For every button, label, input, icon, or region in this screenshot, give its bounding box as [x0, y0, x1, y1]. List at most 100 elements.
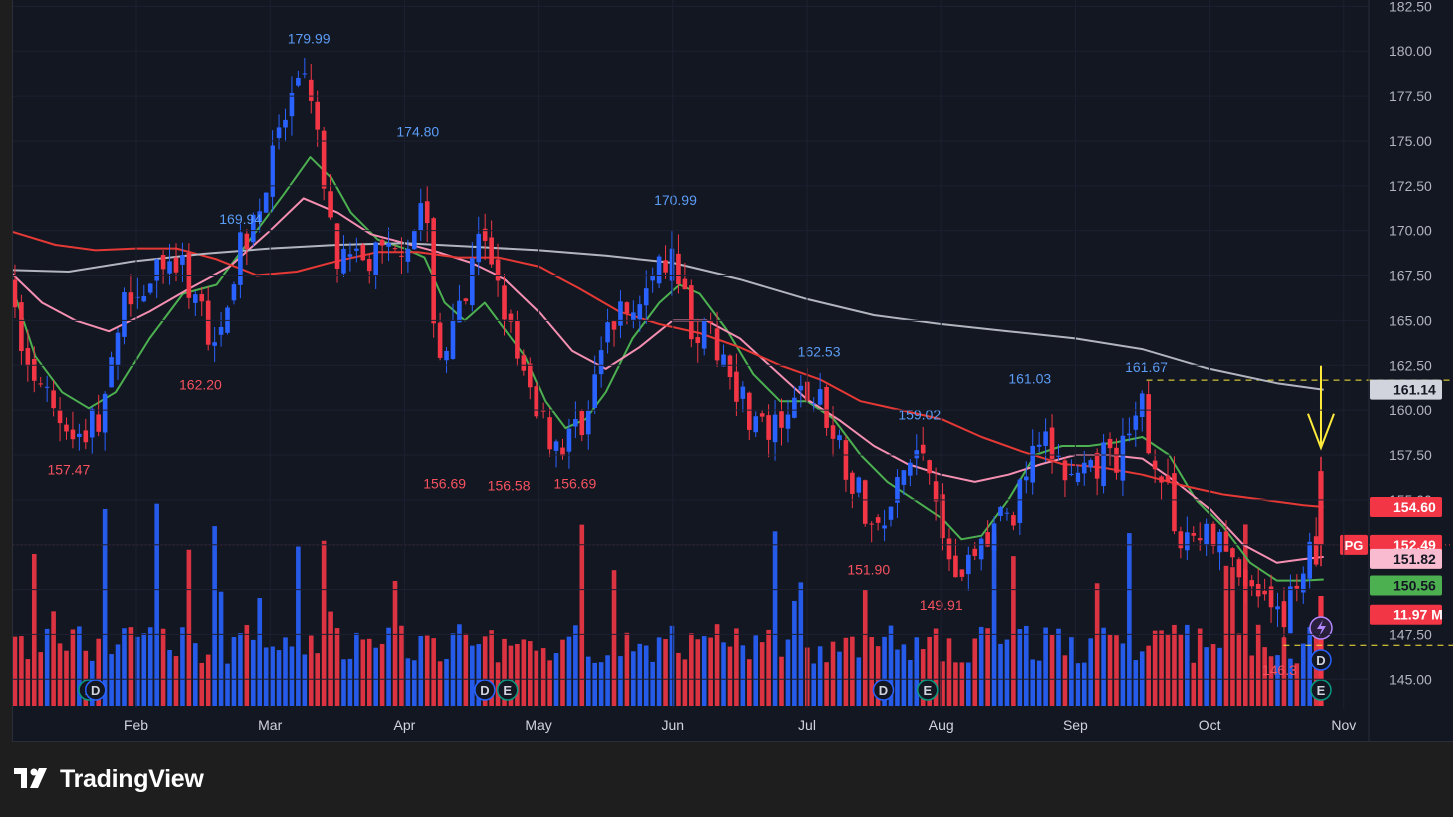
candle [1069, 473, 1074, 475]
candle [1120, 435, 1126, 481]
candle [843, 440, 849, 480]
candle [412, 230, 417, 250]
volume-bar [321, 540, 327, 706]
volume-bar [257, 598, 263, 706]
candle [77, 433, 82, 438]
volume-bar [173, 656, 179, 706]
candle [746, 392, 752, 430]
candle [682, 278, 688, 290]
volume-bar [141, 633, 147, 706]
volume-bar [1185, 624, 1190, 706]
chart-panel[interactable]: 169.94 179.99 174.80 170.99 162.53 159.02 161.… [12, 0, 1453, 742]
volume-bar [238, 633, 243, 706]
volume-bar [366, 638, 372, 706]
candle [180, 255, 185, 265]
candle [598, 350, 604, 375]
price-tick-label: 182.50 [1389, 0, 1432, 14]
dividend-event-icon[interactable]: D [84, 679, 107, 701]
price-badge-label: 154.60 [1393, 499, 1436, 515]
volume-bars [13, 503, 1324, 706]
candle [296, 77, 301, 86]
candle [656, 256, 662, 284]
candle [547, 417, 552, 450]
candle [753, 416, 759, 433]
volume-bar [1114, 635, 1119, 706]
month-tick-label: Feb [124, 717, 148, 733]
candle [663, 260, 668, 273]
candle [1101, 442, 1106, 487]
volume-bar [927, 636, 932, 706]
candle [115, 332, 121, 366]
volume-bar [109, 654, 114, 706]
price-chart[interactable]: 169.94 179.99 174.80 170.99 162.53 159.02 161.… [13, 0, 1453, 742]
earnings-event-icon[interactable]: E [917, 679, 939, 701]
volume-bar [1075, 663, 1081, 706]
event-letter: D [91, 683, 100, 698]
volume-bar [193, 643, 198, 706]
dividend-event-icon[interactable]: D [474, 679, 496, 701]
candle [669, 248, 675, 281]
candle [64, 424, 69, 432]
candle [978, 538, 984, 560]
price-tick-label: 162.50 [1389, 357, 1432, 373]
volume-bar [895, 649, 900, 706]
candle [160, 255, 166, 270]
candle [798, 385, 804, 391]
candle [1017, 479, 1023, 523]
volume-bar [579, 524, 585, 706]
dividend-event-icon[interactable]: D [872, 679, 895, 701]
candle [167, 261, 172, 274]
volume-bar [689, 633, 694, 706]
volume-bar [643, 645, 649, 706]
price-badge-label: 152.49 [1393, 537, 1436, 553]
candle [837, 435, 842, 441]
price-tick-label: 172.50 [1389, 178, 1432, 194]
candle [1159, 476, 1164, 483]
candle [618, 301, 623, 326]
volume-bar [115, 644, 121, 706]
candle [1275, 606, 1280, 610]
volume-bar [1094, 583, 1100, 706]
candle [721, 354, 726, 367]
event-markers[interactable]: EDDEDEDE [78, 616, 1333, 701]
event-letter: D [879, 683, 888, 698]
volume-bar [669, 625, 675, 706]
volume-bar [328, 611, 333, 706]
volume-bar [998, 643, 1003, 706]
candle [328, 191, 333, 218]
volume-bar [811, 663, 817, 706]
candle [611, 321, 617, 330]
candle [244, 233, 250, 250]
time-axis[interactable]: Feb Mar Apr May Jun Jul Aug Sep Oct Nov [124, 0, 1356, 733]
volume-bar [1275, 655, 1280, 706]
brand-footer[interactable]: TradingView [14, 764, 204, 794]
candle [212, 342, 217, 346]
candle [1262, 590, 1267, 595]
month-tick-label: Jul [798, 717, 816, 733]
reference-lines [13, 379, 1453, 646]
event-badge [496, 679, 519, 701]
candle [734, 371, 739, 402]
earnings-event-icon[interactable]: E [1310, 679, 1332, 701]
volume-bar [160, 628, 166, 706]
volume-bar [276, 650, 282, 706]
volume-bar [25, 659, 31, 706]
volume-bar [740, 645, 746, 706]
dividend-event-icon[interactable]: D [1310, 649, 1332, 671]
volume-bar [566, 636, 572, 706]
volume-bar [817, 646, 823, 706]
volume-bar [959, 662, 965, 706]
event-letter: E [923, 683, 932, 698]
earnings-event-icon[interactable]: E [496, 679, 519, 701]
volume-bar [766, 629, 771, 706]
candle [534, 386, 540, 417]
candle [463, 298, 469, 302]
volume-bar [180, 627, 185, 706]
volume-bar [611, 570, 617, 706]
volume-bar [270, 646, 275, 706]
month-tick-label: Aug [929, 717, 954, 733]
volume-bar [850, 636, 855, 706]
volume-bar [1017, 629, 1023, 706]
volume-bar [547, 660, 552, 706]
candle [637, 304, 643, 320]
